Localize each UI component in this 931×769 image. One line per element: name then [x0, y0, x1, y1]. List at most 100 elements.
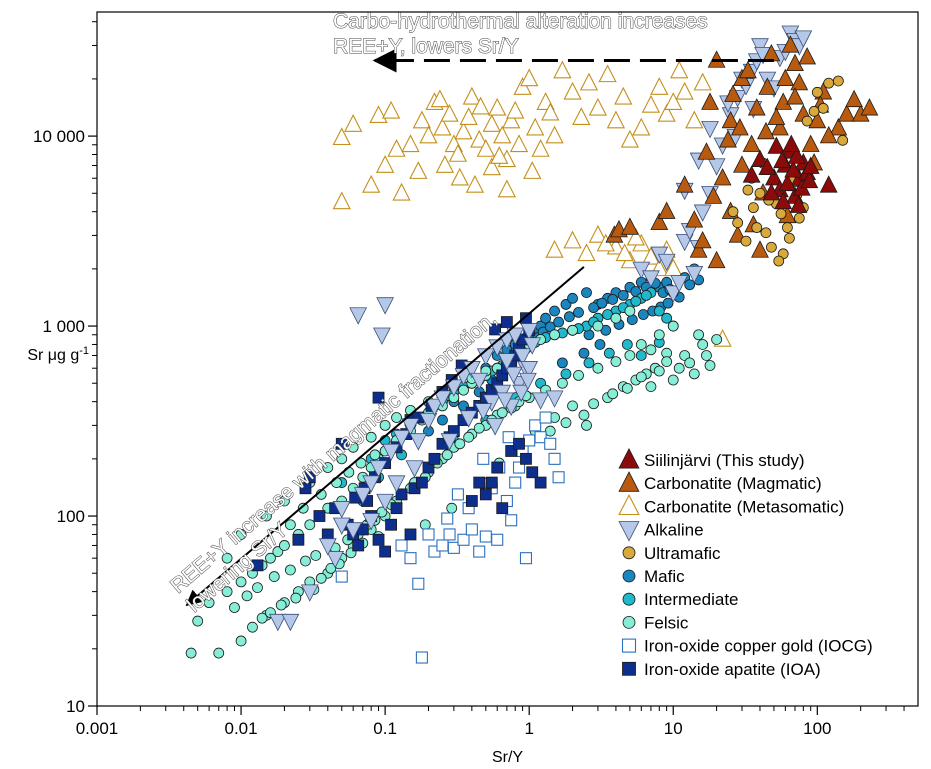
data-point — [757, 121, 775, 140]
series-siilinj-rvi-this-study — [742, 134, 838, 213]
data-point — [697, 339, 709, 350]
data-point — [645, 381, 657, 393]
data-point — [579, 72, 599, 91]
x-tick-label: 0.1 — [373, 719, 397, 738]
data-point — [441, 512, 454, 525]
series-carbonatite-magmatic — [605, 35, 879, 269]
data-point — [534, 431, 547, 444]
data-point — [767, 136, 786, 154]
data-point — [786, 87, 804, 105]
data-point — [509, 476, 522, 489]
data-point — [462, 86, 482, 105]
data-point — [419, 412, 438, 431]
y-tick-label: 10 — [66, 697, 85, 716]
data-point — [767, 107, 786, 125]
data-point — [279, 540, 290, 551]
data-point — [640, 290, 652, 301]
data-point — [581, 287, 592, 299]
data-point — [800, 170, 819, 189]
data-point — [642, 270, 660, 288]
data-point — [754, 187, 766, 199]
legend-item-carbonatite-magmatic: Carbonatite (Magmatic) — [618, 471, 822, 493]
data-point — [491, 461, 504, 474]
data-point — [742, 134, 761, 152]
legend-marker — [618, 521, 640, 542]
data-point — [272, 546, 284, 557]
data-point — [387, 475, 406, 493]
legend-label: Carbonatite (Metasomatic) — [644, 497, 844, 516]
data-point — [679, 350, 691, 361]
data-point — [326, 551, 345, 569]
data-point — [451, 488, 464, 501]
data-point — [502, 110, 521, 129]
data-point — [685, 210, 704, 228]
data-point — [607, 294, 619, 305]
data-point — [578, 347, 590, 359]
data-point — [268, 571, 280, 582]
data-point — [684, 357, 696, 369]
data-point — [592, 362, 604, 374]
data-point — [563, 230, 582, 249]
data-point — [624, 305, 636, 317]
data-point — [811, 86, 823, 98]
data-point — [490, 146, 509, 164]
data-point — [621, 382, 633, 394]
data-point — [657, 103, 676, 122]
data-point — [733, 155, 751, 173]
data-point — [523, 161, 542, 179]
data-point — [711, 334, 723, 345]
data-point — [385, 518, 397, 531]
x-tick-label: 1 — [524, 719, 533, 738]
legend-label: Alkaline — [644, 521, 704, 540]
data-point — [635, 350, 647, 361]
data-point — [572, 107, 591, 125]
data-point — [446, 502, 458, 514]
y-tick-label: 10 000 — [33, 127, 85, 146]
data-point — [473, 422, 485, 434]
data-point — [704, 186, 723, 204]
data-point — [465, 495, 478, 507]
data-point — [404, 552, 417, 565]
data-point — [512, 384, 531, 403]
data-point — [235, 576, 247, 588]
data-point — [497, 179, 517, 198]
legend-label: Ultramafic — [644, 544, 721, 563]
data-point — [713, 168, 732, 186]
data-point — [251, 559, 264, 572]
data-point — [229, 602, 240, 613]
data-point — [300, 555, 311, 567]
data-point — [794, 30, 813, 48]
data-point — [817, 102, 829, 114]
data-point — [552, 471, 565, 484]
data-point — [637, 309, 649, 320]
data-point — [808, 105, 820, 117]
data-point — [614, 86, 633, 105]
data-point — [275, 599, 287, 611]
data-point — [801, 134, 820, 152]
data-point — [620, 129, 640, 148]
data-point — [758, 77, 777, 95]
data-point — [353, 487, 372, 505]
legend-item-iron-oxide-apatite-ioa: Iron-oxide apatite (IOA) — [622, 660, 821, 679]
data-point — [506, 100, 525, 119]
data-point — [336, 453, 348, 465]
data-point — [526, 466, 539, 479]
data-point — [292, 533, 305, 546]
data-point — [776, 68, 795, 87]
data-point — [450, 167, 469, 186]
data-point — [751, 38, 769, 56]
data-point — [548, 452, 561, 465]
data-point — [203, 597, 215, 609]
data-point — [447, 541, 460, 554]
data-point — [435, 155, 455, 173]
data-point — [567, 400, 578, 412]
data-point — [573, 307, 584, 318]
data-point — [860, 98, 879, 116]
data-point — [819, 175, 838, 193]
legend-marker — [622, 592, 636, 606]
data-point — [303, 471, 316, 484]
legend-item-siilinj-rvi-this-study: Siilinjärvi (This study) — [618, 447, 805, 470]
data-point — [751, 222, 763, 233]
data-point — [588, 302, 600, 314]
